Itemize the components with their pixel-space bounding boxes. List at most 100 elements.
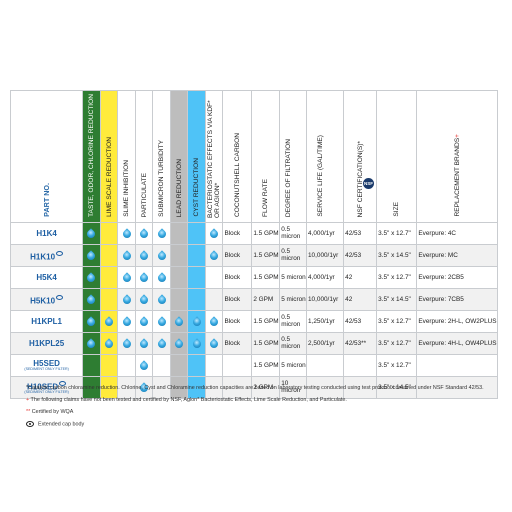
bacterio-cell [204, 265, 224, 289]
carbon-cell: Block [222, 309, 253, 333]
replacement-cell: Everpure: MC [416, 243, 498, 267]
bacterio-cell [204, 309, 224, 333]
taste-cell [82, 309, 101, 333]
lime-cell [99, 309, 119, 333]
water-drop-icon [155, 228, 168, 241]
particulate-cell [134, 309, 154, 333]
part-number-cell: H5K4 [9, 265, 84, 289]
note-wqa: ** Certified by WQA [26, 409, 74, 415]
water-drop-icon [138, 294, 150, 307]
water-drop-icon [138, 316, 150, 329]
flow-cell: 1.5 GPM [251, 243, 281, 267]
slime-cell [117, 265, 136, 289]
note-extended: Extended cap body [26, 421, 496, 428]
header-coconut: COCONUTSHELL CARBON [222, 90, 253, 223]
service-cell [305, 375, 345, 399]
submicron-cell [152, 375, 171, 399]
size-cell: 3.5" x 14.5" [376, 287, 418, 311]
water-drop-icon [85, 294, 98, 307]
lime-cell [99, 287, 119, 311]
header-cyst: CYST REDUCTION [187, 90, 206, 223]
water-drop-icon [155, 316, 168, 329]
lead-cell [169, 243, 189, 267]
water-drop-icon [120, 272, 133, 285]
bacterio-cell [204, 331, 224, 355]
size-cell: 3.5" x 12.7" [376, 221, 418, 245]
water-drop-icon [120, 228, 133, 241]
nsf-badge: NSF [363, 178, 374, 189]
part-number: H5K4 [36, 272, 57, 282]
water-drop-icon [155, 338, 168, 351]
water-drop-icon [120, 338, 133, 351]
bacterio-cell [204, 287, 224, 311]
part-subtitle: (SEDIMENT ONLY FILTER) [24, 390, 69, 395]
part-number: H1K10 [30, 252, 56, 262]
carbon-cell [222, 375, 253, 399]
service-cell: 4,000/1yr [305, 265, 345, 289]
table-row: H5K10 Block 2 GPM 5 micron 10,000/1yr 42 3.5" … [9, 287, 498, 311]
water-drop-icon [120, 316, 133, 329]
carbon-cell: Block [222, 221, 253, 245]
size-cell: 3.5" x 14.5" [376, 243, 418, 267]
particulate-cell [134, 265, 154, 289]
lime-cell [99, 221, 119, 245]
degree-cell: 5 micron [279, 353, 307, 377]
size-cell: 3.5" x 12.7" [376, 331, 418, 355]
lead-cell [169, 331, 189, 355]
service-cell: 1,250/1yr [305, 309, 345, 333]
cyst-cell [187, 243, 206, 267]
nsf-cell: 42/53 [343, 309, 378, 333]
lead-cell [169, 353, 189, 377]
carbon-cell: Block [222, 243, 253, 267]
carbon-cell: Block [222, 287, 253, 311]
part-number-cell: H1KPL1 [9, 309, 84, 333]
cyst-cell [187, 221, 206, 245]
size-cell: 3.5" x 12.7" [376, 353, 418, 377]
cyst-cell [187, 353, 206, 377]
water-drop-icon [155, 294, 168, 307]
taste-cell [82, 221, 101, 245]
footnotes: *Catalytic carbon chloramine reduction. … [26, 385, 496, 433]
service-cell: 10,000/1yr [305, 243, 345, 267]
water-drop-icon [138, 250, 150, 263]
water-drop-icon [208, 250, 220, 263]
carbon-cell: Block [222, 331, 253, 355]
slime-cell [117, 221, 136, 245]
degree-cell: 5 micron [279, 265, 307, 289]
water-drop-icon [85, 272, 98, 285]
lead-cell [169, 265, 189, 289]
cyst-cell [187, 331, 206, 355]
water-drop-icon [138, 338, 150, 351]
size-cell: 3.5" x 12.7" [376, 309, 418, 333]
nsf-cell: 42/53 [343, 243, 378, 267]
carbon-cell: Block [222, 265, 253, 289]
header-submicron: SUBMICRON TURBIDITY [152, 90, 171, 223]
header-taste: TASTE, ODOR, CHLORINE REDUCTION [82, 90, 101, 223]
replacement-cell: Everpure: 2CB5 [416, 265, 498, 289]
flow-cell: 1.5 GPM [251, 265, 281, 289]
header-size: SIZE [376, 90, 418, 223]
table-row: H10SED (SEDIMENT ONLY FILTER) 2 GPM 10 micr… [9, 375, 498, 399]
lime-cell [99, 331, 119, 355]
cyst-cell [187, 375, 206, 399]
replacement-cell [416, 375, 498, 399]
nsf-cell: 42 [343, 265, 378, 289]
flow-cell: 1.5 GPM [251, 221, 281, 245]
taste-cell [82, 265, 101, 289]
header-nsf: NSF CERTIFICATION(S)* [343, 90, 378, 223]
submicron-cell [152, 265, 171, 289]
replacement-cell: Everpure: 4H-L, OW4PLUS [416, 331, 498, 355]
part-number-cell: H1K4 [9, 221, 84, 245]
part-number-cell: H5SED (SEDIMENT ONLY FILTER) [9, 353, 84, 377]
service-cell: 4,000/1yr [305, 221, 345, 245]
water-drop-icon [120, 294, 133, 307]
degree-cell: 0.5 micron [279, 309, 307, 333]
header-flow: FLOW RATE [251, 90, 281, 223]
submicron-cell [152, 353, 171, 377]
water-drop-icon [208, 338, 220, 351]
water-drop-icon [85, 228, 98, 241]
water-drop-icon [85, 316, 98, 329]
water-drop-icon [138, 228, 150, 241]
flow-cell: 1.5 GPM [251, 331, 281, 355]
extended-cap-eye-icon [56, 294, 64, 300]
